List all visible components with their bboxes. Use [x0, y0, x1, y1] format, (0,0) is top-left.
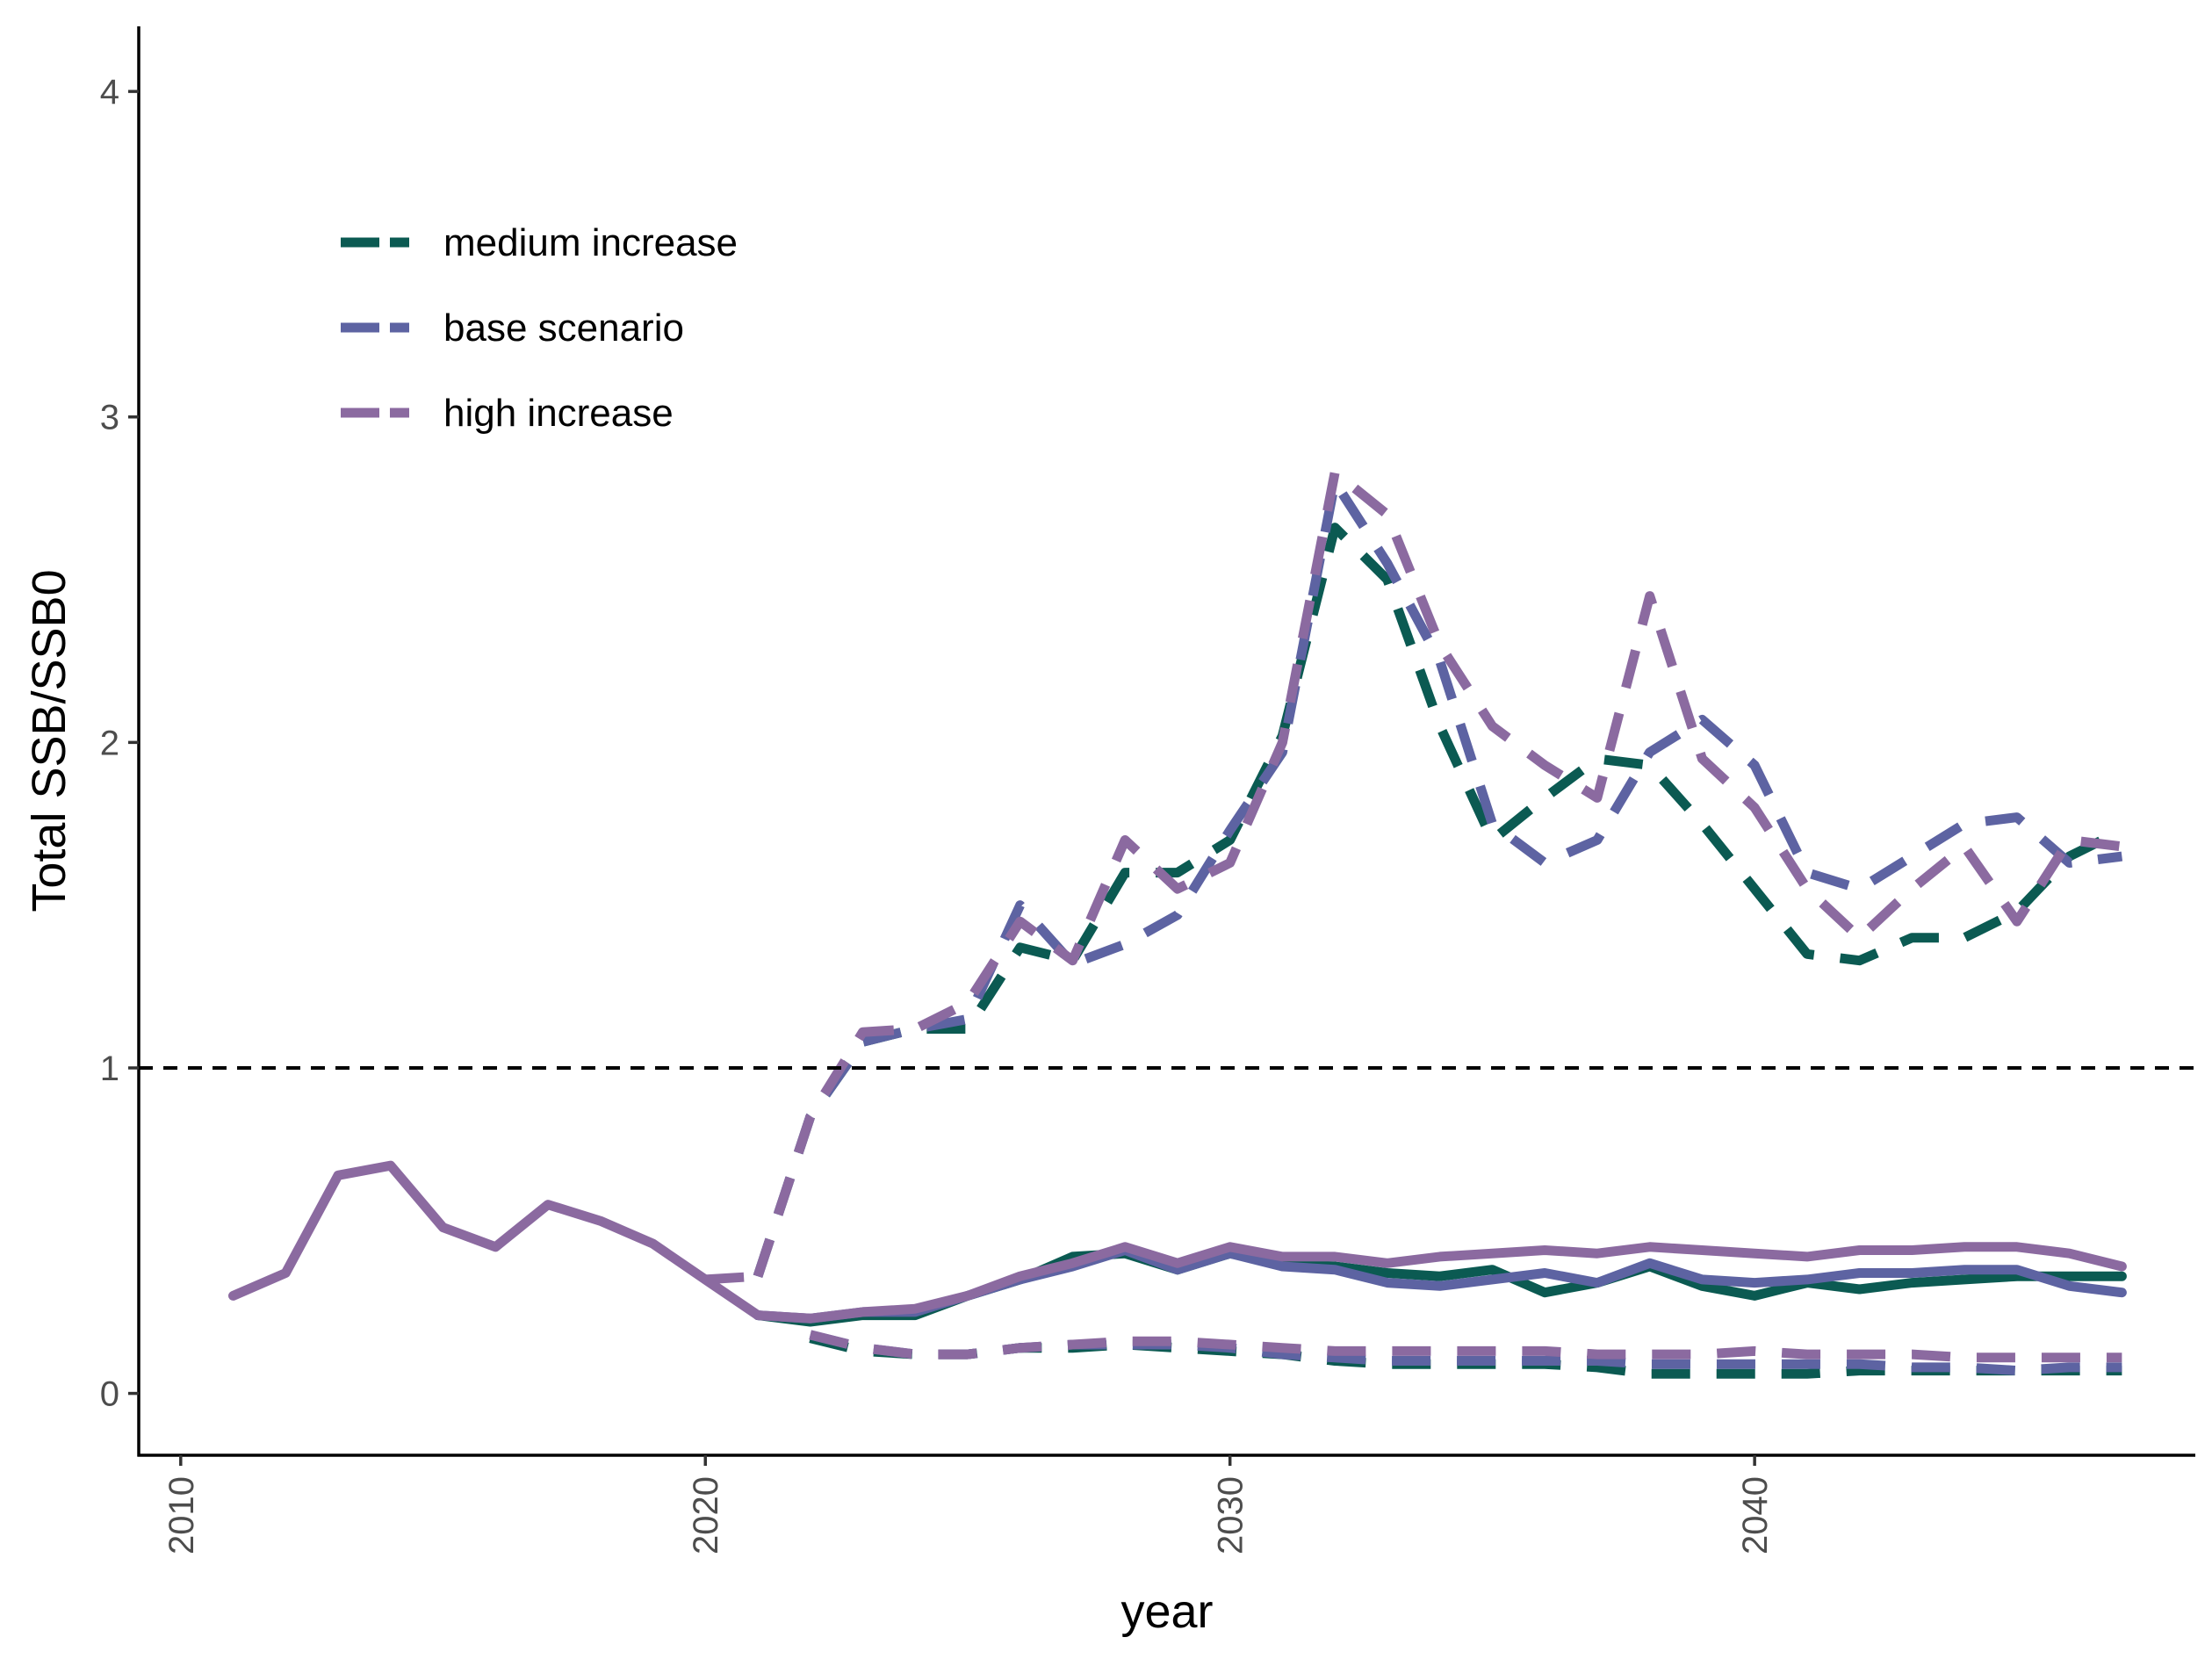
series-line-high-increase-5 — [809, 1330, 2122, 1363]
legend-label: base scenario — [443, 307, 684, 350]
x-tick-label: 2030 — [1212, 1476, 1250, 1554]
y-tick-label: 0 — [100, 1375, 119, 1414]
ticks-layer: 0 1 2 3 4 2010 2020 2030 2040 — [100, 73, 1775, 1554]
x-axis-title: year — [1120, 1585, 1213, 1638]
series-line-medium-increase-0 — [753, 523, 2124, 1278]
series-layer — [228, 467, 2127, 1379]
x-tick-label: 2010 — [162, 1476, 201, 1554]
x-tick-label: 2040 — [1736, 1476, 1775, 1554]
legend: medium increase base scenario high increas… — [341, 221, 738, 435]
legend-label: high increase — [443, 392, 674, 435]
y-axis-title: Total SSB/SSB0 — [23, 569, 76, 912]
legend-label: medium increase — [443, 221, 738, 264]
x-tick-label: 2020 — [687, 1476, 725, 1554]
y-tick-label: 3 — [100, 399, 119, 437]
y-tick-label: 2 — [100, 724, 119, 762]
series-line-high-increase-9 — [704, 1271, 759, 1285]
y-tick-label: 4 — [100, 73, 119, 112]
series-line-high-increase-2 — [753, 467, 2123, 1278]
series-line-high-increase-8 — [228, 1160, 2127, 1324]
y-tick-label: 1 — [100, 1049, 119, 1088]
